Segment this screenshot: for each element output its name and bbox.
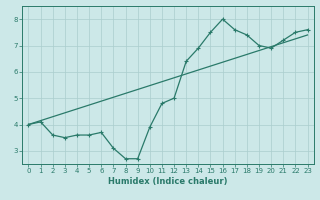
- X-axis label: Humidex (Indice chaleur): Humidex (Indice chaleur): [108, 177, 228, 186]
